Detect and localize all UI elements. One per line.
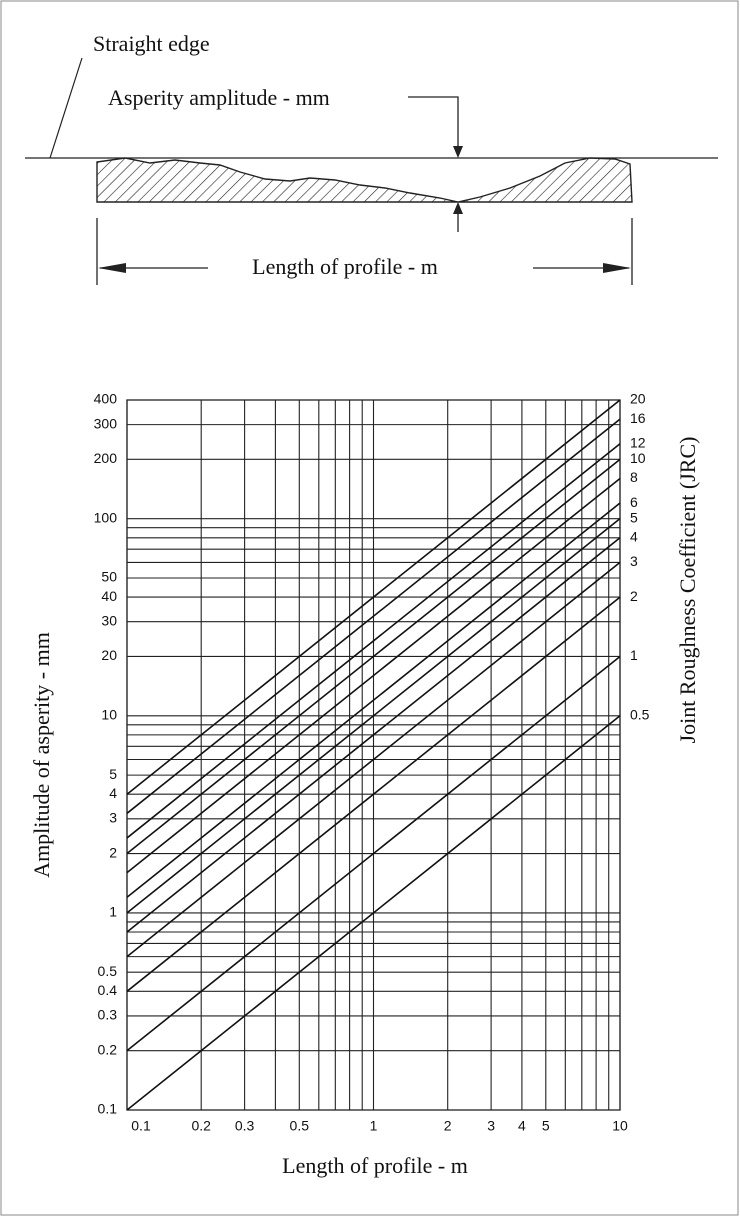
arrow-head — [603, 263, 631, 273]
y-tick-label: 30 — [101, 612, 117, 628]
y-axis-title: Amplitude of asperity - mm — [29, 632, 54, 878]
length-label: Length of profile - m — [252, 254, 438, 279]
y-tick-label: 20 — [101, 647, 117, 663]
y2-axis-title: Joint Roughness Coefficient (JRC) — [675, 437, 700, 744]
y-tick-label: 2 — [109, 844, 117, 860]
jrc-label: 3 — [630, 553, 638, 569]
y-tick-label: 0.1 — [98, 1101, 118, 1117]
x-tick-label: 0.3 — [235, 1118, 255, 1134]
y-tick-label: 4 — [109, 785, 117, 801]
amplitude-leader — [408, 97, 458, 150]
page: Straight edge Asperity amplitude - mm Le… — [0, 0, 740, 1217]
arrow-head — [453, 202, 463, 214]
y-tick-label: 100 — [94, 509, 118, 525]
y-tick-label: 0.4 — [98, 982, 118, 998]
y-tick-label: 0.3 — [98, 1007, 118, 1023]
jrc-label: 8 — [630, 469, 638, 485]
jrc-label: 10 — [630, 450, 646, 466]
y-tick-label: 300 — [94, 415, 118, 431]
arrow-head — [453, 146, 463, 158]
x-tick-label: 5 — [542, 1118, 550, 1134]
jrc-label: 5 — [630, 509, 638, 525]
straight-edge-label: Straight edge — [93, 31, 210, 56]
y-tick-label: 10 — [101, 706, 117, 722]
rock-profile — [97, 158, 632, 202]
x-axis-title: Length of profile - m — [282, 1153, 468, 1178]
leader-line — [50, 58, 82, 158]
jrc-label: 12 — [630, 434, 646, 450]
x-tick-label: 0.5 — [290, 1118, 310, 1134]
jrc-label: 6 — [630, 494, 638, 510]
y-tick-label: 0.5 — [98, 963, 118, 979]
x-tick-label: 2 — [444, 1118, 452, 1134]
x-tick-label: 3 — [487, 1118, 495, 1134]
y-tick-label: 1 — [109, 904, 117, 920]
y-tick-label: 200 — [94, 450, 118, 466]
y-tick-label: 50 — [101, 569, 117, 585]
y-tick-label: 400 — [94, 391, 118, 407]
x-tick-label: 0.1 — [131, 1118, 151, 1134]
amplitude-label: Asperity amplitude - mm — [108, 85, 330, 110]
jrc-label: 20 — [630, 391, 646, 407]
arrow-head — [98, 263, 126, 273]
x-tick-label: 1 — [370, 1118, 378, 1134]
jrc-label: 1 — [630, 647, 638, 663]
jrc-label: 2 — [630, 588, 638, 604]
y-tick-label: 5 — [109, 766, 117, 782]
y-tick-label: 3 — [109, 810, 117, 826]
y-tick-label: 0.2 — [98, 1041, 118, 1057]
jrc-label: 16 — [630, 410, 646, 426]
x-tick-label: 10 — [612, 1118, 628, 1134]
x-tick-label: 0.2 — [191, 1118, 211, 1134]
y-tick-label: 40 — [101, 588, 117, 604]
x-tick-label: 4 — [518, 1118, 526, 1134]
jrc-label: 0.5 — [630, 706, 650, 722]
jrc-label: 4 — [630, 528, 638, 544]
